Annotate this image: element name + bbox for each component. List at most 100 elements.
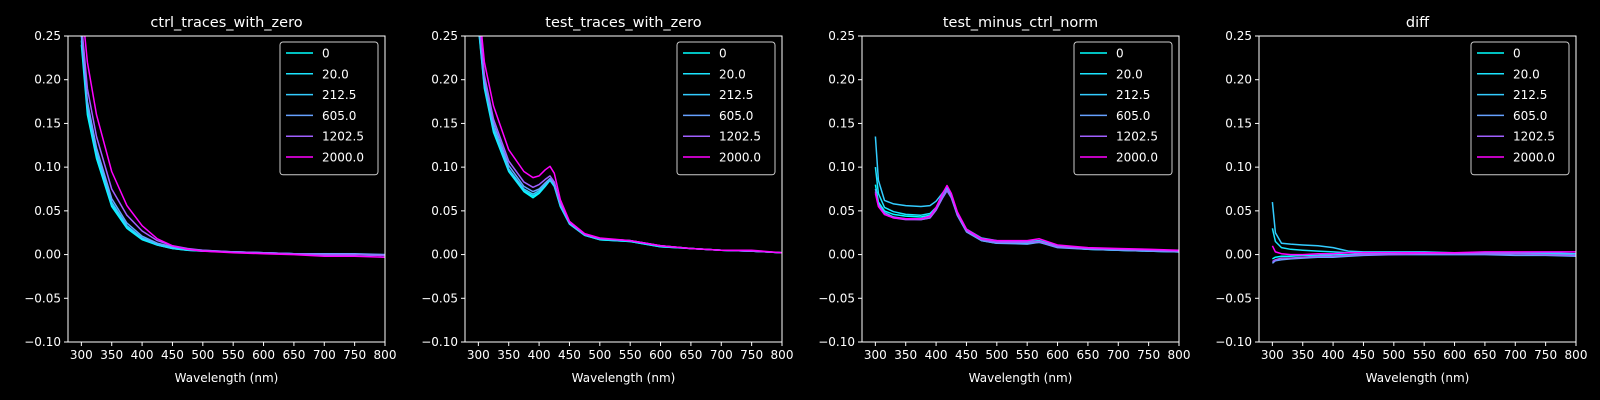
legend-label: 212.5 — [719, 88, 753, 102]
x-tick-label: 350 — [100, 348, 123, 362]
y-tick-label: −0.05 — [24, 291, 61, 305]
legend-label: 2000.0 — [1513, 151, 1555, 165]
x-tick-label: 700 — [710, 348, 733, 362]
series-line-6 — [84, 36, 385, 258]
y-tick-label: 0.10 — [34, 160, 61, 174]
x-axis-label: Wavelength (nm) — [969, 371, 1073, 385]
y-tick-label: −0.10 — [818, 335, 855, 349]
legend-label: 212.5 — [1513, 88, 1547, 102]
x-tick-label: 800 — [1565, 348, 1588, 362]
series-line-6 — [874, 184, 1179, 251]
x-tick-label: 800 — [374, 348, 397, 362]
x-tick-label: 600 — [1046, 348, 1069, 362]
x-tick-label: 450 — [955, 348, 978, 362]
legend-label: 20.0 — [322, 67, 349, 81]
x-tick-label: 600 — [252, 348, 275, 362]
x-tick-label: 400 — [1322, 348, 1345, 362]
x-tick-label: 600 — [649, 348, 672, 362]
x-tick-label: 300 — [1261, 348, 1284, 362]
x-tick-label: 550 — [222, 348, 245, 362]
axes-frame — [861, 35, 1180, 343]
y-tick-label: 0.00 — [828, 248, 855, 262]
x-tick-label: 500 — [985, 348, 1008, 362]
legend-label: 0 — [1116, 47, 1124, 61]
y-tick-label: −0.10 — [24, 335, 61, 349]
x-tick-label: 300 — [467, 348, 490, 362]
x-tick-label: 750 — [343, 348, 366, 362]
y-tick-label: 0.05 — [431, 204, 458, 218]
legend-label: 2000.0 — [322, 151, 364, 165]
x-tick-label: 500 — [588, 348, 611, 362]
legend: 0 20.0 212.5 605.0 1202.5 2000.0 — [279, 41, 379, 176]
x-tick-label: 550 — [1413, 348, 1436, 362]
x-tick-label: 650 — [1473, 348, 1496, 362]
x-tick-label: 700 — [313, 348, 336, 362]
legend-label: 20.0 — [1116, 67, 1143, 81]
axes-frame — [67, 35, 386, 343]
legend-label: 0 — [1513, 47, 1521, 61]
chart-title: test_minus_ctrl_norm — [943, 15, 1098, 31]
legend-label: 605.0 — [719, 109, 753, 123]
y-tick-label: −0.05 — [1215, 291, 1252, 305]
chart-title: test_traces_with_zero — [545, 15, 702, 31]
x-tick-label: 750 — [740, 348, 763, 362]
x-tick-label: 800 — [1168, 348, 1191, 362]
axes-frame — [464, 35, 783, 343]
y-tick-label: 0.15 — [431, 116, 458, 130]
x-tick-label: 500 — [1382, 348, 1405, 362]
chart-panel-2: 300 350 400 450 500 550 600 650 700 750 800 −0.10 −0… — [421, 15, 794, 385]
legend-label: 1202.5 — [1513, 130, 1555, 144]
y-tick-label: 0.05 — [34, 204, 61, 218]
x-tick-label: 550 — [619, 348, 642, 362]
y-tick-label: 0.20 — [431, 73, 458, 87]
y-tick-label: −0.10 — [1215, 335, 1252, 349]
series-line-5 — [1272, 252, 1576, 263]
series-lines — [1271, 202, 1576, 264]
y-tick-label: 0.05 — [828, 204, 855, 218]
series-line-4 — [1271, 253, 1576, 264]
legend: 0 20.0 212.5 605.0 1202.5 2000.0 — [1470, 41, 1570, 176]
x-tick-label: 450 — [1352, 348, 1375, 362]
legend-label: 1202.5 — [322, 130, 364, 144]
legend-label: 20.0 — [1513, 67, 1540, 81]
x-axis-label: Wavelength (nm) — [572, 371, 676, 385]
legend: 0 20.0 212.5 605.0 1202.5 2000.0 — [676, 41, 776, 176]
series-lines — [80, 36, 385, 258]
legend-label: 605.0 — [1513, 109, 1547, 123]
chart-title: ctrl_traces_with_zero — [150, 15, 302, 31]
legend-label: 1202.5 — [719, 130, 761, 144]
y-tick-label: 0.25 — [828, 29, 855, 43]
y-tick-label: 0.10 — [828, 160, 855, 174]
x-tick-label: 650 — [282, 348, 305, 362]
x-tick-label: 800 — [771, 348, 794, 362]
y-tick-label: −0.10 — [421, 335, 458, 349]
legend-label: 2000.0 — [1116, 151, 1158, 165]
y-tick-label: 0.00 — [431, 248, 458, 262]
legend-box — [279, 41, 379, 176]
x-tick-label: 750 — [1137, 348, 1160, 362]
x-axis-label: Wavelength (nm) — [175, 371, 279, 385]
chart-panel-1: 300 350 400 450 500 550 600 650 700 750 800 −0.10 −0… — [24, 15, 397, 385]
y-tick-label: 0.15 — [1225, 116, 1252, 130]
series-line-6 — [481, 36, 782, 254]
x-tick-label: 650 — [679, 348, 702, 362]
x-tick-label: 350 — [894, 348, 917, 362]
x-tick-label: 700 — [1107, 348, 1130, 362]
legend-label: 0 — [719, 47, 727, 61]
x-tick-label: 300 — [864, 348, 887, 362]
y-tick-label: 0.15 — [828, 116, 855, 130]
legend-box — [1470, 41, 1570, 176]
y-tick-label: −0.05 — [818, 291, 855, 305]
y-tick-label: 0.25 — [34, 29, 61, 43]
y-tick-label: 0.00 — [34, 248, 61, 262]
x-tick-label: 700 — [1504, 348, 1527, 362]
legend-label: 212.5 — [1116, 88, 1150, 102]
legend-box — [676, 41, 776, 176]
y-tick-label: 0.20 — [1225, 73, 1252, 87]
y-tick-label: 0.20 — [34, 73, 61, 87]
y-tick-label: 0.15 — [34, 116, 61, 130]
x-tick-label: 450 — [558, 348, 581, 362]
legend-label: 605.0 — [322, 109, 356, 123]
